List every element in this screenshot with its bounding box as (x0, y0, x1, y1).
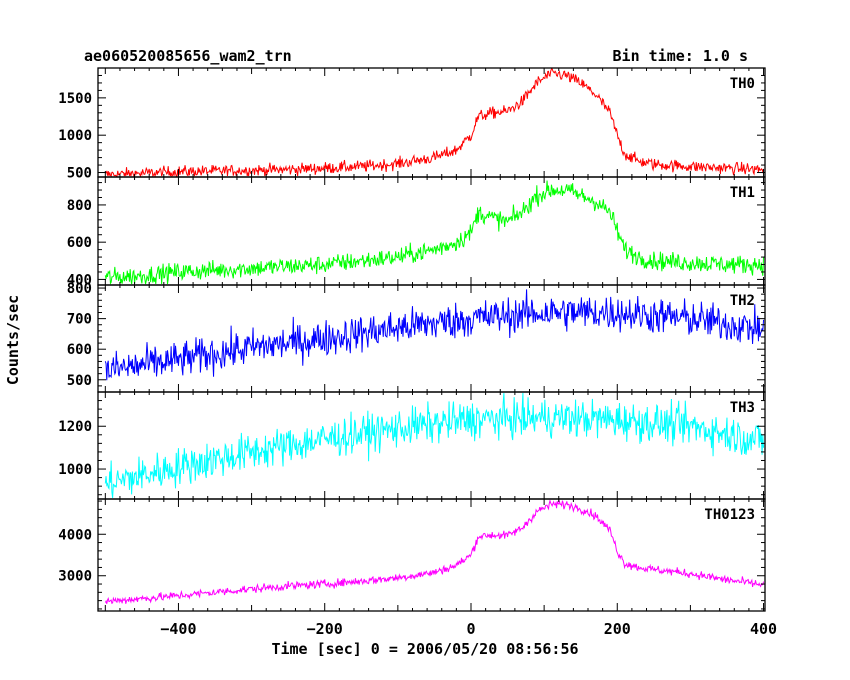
x-axis-label: Time [sec] 0 = 2006/05/20 08:56:56 (271, 640, 578, 658)
y-tick-label: 800 (67, 198, 92, 214)
panel-name-label: TH1 (730, 185, 755, 201)
plot-title: ae060520085656_wam2_trn (84, 47, 292, 65)
x-tick-label: 400 (750, 620, 777, 638)
x-tick-label: −400 (160, 620, 196, 638)
y-tick-label: 4000 (58, 527, 92, 543)
panel-frame (97, 391, 766, 500)
y-tick-label: 600 (67, 235, 92, 251)
panel-name-label: TH3 (730, 400, 755, 416)
panels-group: 500 1000 1500 TH0 400 600 800 TH1 500 600 700 800 TH… (58, 67, 766, 612)
y-axis-label: Counts/sec (4, 295, 22, 385)
series-line-th2 (104, 289, 765, 381)
x-tick-label: 0 (466, 620, 475, 638)
y-tick-label: 1000 (58, 462, 92, 478)
panel-th1: 400 600 800 TH1 (67, 176, 766, 288)
panel-frame (97, 498, 766, 612)
panel-name-label: TH0123 (704, 507, 755, 523)
series-line-th1 (104, 180, 765, 285)
y-tick-label: 600 (67, 342, 92, 358)
x-tick-label: 200 (604, 620, 631, 638)
panel-th2: 500 600 700 800 TH2 (67, 281, 766, 393)
y-tick-label: 3000 (58, 569, 92, 585)
y-tick-label: 1200 (58, 419, 92, 435)
y-tick-label: 1500 (58, 91, 92, 107)
x-tick-labels: −400 −200 0 200 400 (160, 620, 777, 638)
panel-name-label: TH2 (730, 293, 755, 309)
y-tick-label: 500 (67, 166, 92, 182)
panel-th3: 1000 1200 TH3 (58, 391, 766, 500)
panel-name-label: TH0 (730, 76, 755, 92)
y-tick-label: 800 (67, 281, 92, 297)
y-tick-label: 400 (67, 272, 92, 288)
panel-frame (97, 284, 766, 393)
x-tick-label: −200 (307, 620, 343, 638)
series-line-th3 (104, 392, 765, 499)
y-tick-label: 1000 (58, 128, 92, 144)
series-line-th0123 (104, 498, 765, 605)
series-line-th0 (104, 68, 765, 178)
panel-frame (97, 176, 766, 286)
y-tick-label: 700 (67, 312, 92, 328)
panel-th0123: 3000 4000 TH0123 (58, 498, 766, 612)
y-tick-label: 500 (67, 373, 92, 389)
panel-th0: 500 1000 1500 TH0 (58, 67, 766, 182)
bin-time-label: Bin time: 1.0 s (613, 47, 748, 65)
